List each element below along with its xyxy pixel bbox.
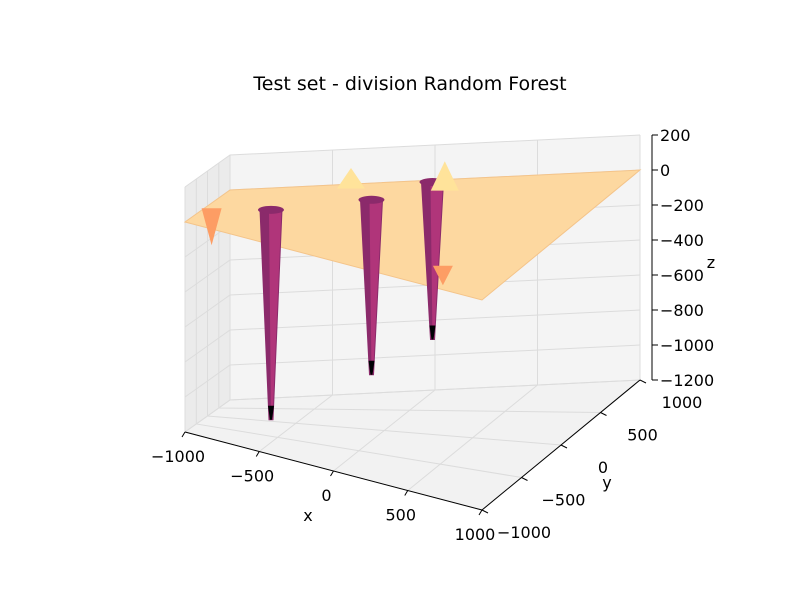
y-tick-4 (639, 379, 647, 384)
z-gridline-7 (184, 379, 641, 433)
bump-5 (337, 168, 365, 189)
z-gridline-6 (184, 344, 641, 398)
x-tick-label-1: −500 (230, 467, 274, 486)
spike-tip-2 (429, 325, 436, 340)
y-tick-1 (521, 477, 528, 481)
spike-tip-1 (368, 360, 375, 375)
y-tick-label-2: 0 (598, 458, 608, 477)
x-tick-1 (255, 451, 260, 457)
spike-shadow-0 (260, 209, 271, 420)
chart-title: Test set - division Random Forest (252, 73, 566, 95)
z-tick-label-0: 200 (660, 126, 691, 145)
spike-tip-0 (268, 405, 274, 420)
z-tick-label-3: −400 (660, 231, 704, 250)
y-axis-label: y (602, 473, 611, 492)
spike-rim-0 (257, 205, 284, 214)
z-tick-label-2: −200 (660, 196, 704, 215)
z-tick-label-4: −600 (660, 266, 704, 285)
x-tick-2 (330, 470, 334, 477)
spike-rim-1 (358, 195, 385, 204)
dip-4 (432, 265, 453, 286)
z-tick-label-1: 0 (660, 161, 670, 180)
axis-labels: x y z (303, 253, 715, 525)
surface-plot (183, 161, 642, 421)
y-tick-0 (481, 509, 489, 514)
z-gridline-5 (184, 309, 641, 363)
y-tick-label-4: 1000 (662, 393, 703, 412)
z-tick-label-5: −800 (660, 301, 704, 320)
y-tick-2 (560, 444, 568, 449)
x-axis-label: x (303, 506, 312, 525)
x-tick-3 (404, 490, 409, 496)
bump-6 (430, 161, 459, 191)
x-tick-label-2: 0 (321, 486, 331, 505)
floor-pane (185, 380, 640, 510)
z-gridline-0 (184, 134, 641, 188)
z-axis-label: z (707, 253, 715, 272)
z-tick-label-6: −1000 (660, 336, 714, 355)
x-tick-label-3: 500 (385, 506, 416, 525)
z-tick-label-7: −1200 (660, 371, 714, 390)
dip-3 (201, 208, 222, 246)
x-tick-0 (181, 431, 186, 438)
x-tick-label-0: −1000 (151, 447, 205, 466)
axes-grid (184, 134, 641, 511)
y-tick-label-3: 500 (627, 426, 658, 445)
spike-shadow-2 (421, 182, 433, 340)
y-tick-label-0: −1000 (497, 523, 551, 542)
surface-plane (183, 169, 642, 301)
x-tick-label-4: 1000 (455, 525, 496, 544)
y-tick-label-1: −500 (542, 491, 586, 510)
y-tick-3 (600, 412, 607, 416)
x-tick-4 (478, 509, 483, 516)
spike-shadow-1 (360, 199, 372, 375)
